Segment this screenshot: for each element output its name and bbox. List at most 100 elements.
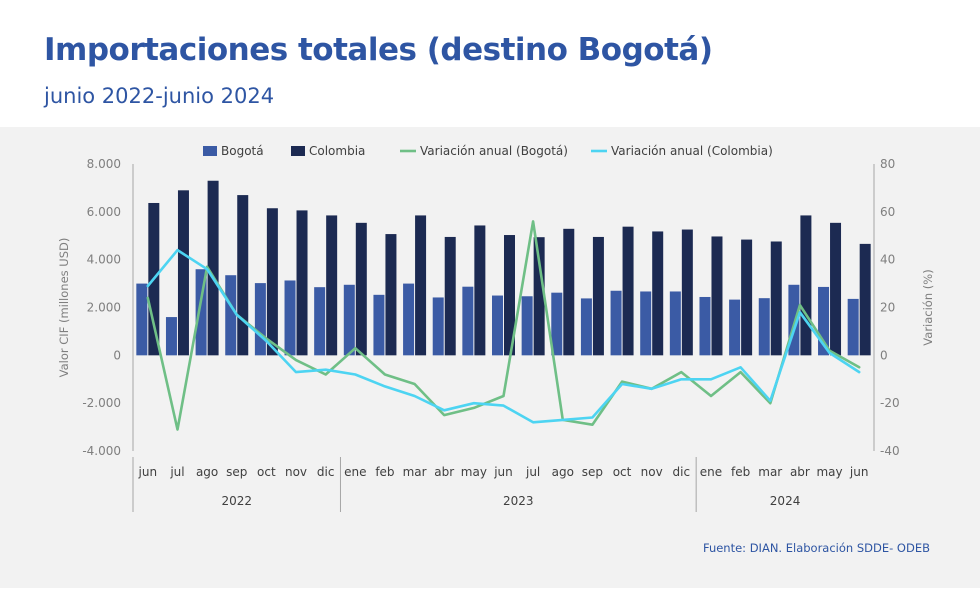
x-tick-label: abr <box>790 465 810 479</box>
legend-bogota-swatch <box>203 146 217 156</box>
y-tick-label: -2.000 <box>82 396 121 410</box>
legend-variacion-colombia-label: Variación anual (Colombia) <box>611 144 773 158</box>
y-tick-label: 6.000 <box>87 205 121 219</box>
bar-colombia <box>504 235 515 356</box>
y-tick-label: 4.000 <box>87 253 121 267</box>
bar-bogota <box>284 280 296 356</box>
x-year-label: 2024 <box>770 494 801 508</box>
legend-variacion-bogota-label: Variación anual (Bogotá) <box>420 144 568 158</box>
y2-tick-label: -40 <box>880 444 900 458</box>
y2-tick-label: 0 <box>880 348 888 362</box>
bar-bogota <box>729 299 741 356</box>
x-tick-label: ene <box>344 465 366 479</box>
bar-bogota <box>492 295 503 356</box>
x-tick-label: feb <box>375 465 394 479</box>
x-tick-label: sep <box>226 465 247 479</box>
x-tick-label: nov <box>641 465 663 479</box>
bar-bogota <box>699 296 711 356</box>
bar-colombia <box>563 228 575 356</box>
y2-tick-label: 80 <box>880 157 895 171</box>
y-axis-title: Valor CIF (millones USD) <box>57 238 71 378</box>
legend-colombia-swatch <box>291 146 305 156</box>
bar-bogota <box>432 297 444 356</box>
bar-bogota <box>136 283 148 356</box>
x-tick-label: oct <box>257 465 276 479</box>
bar-bogota <box>551 292 563 356</box>
x-tick-label: dic <box>317 465 335 479</box>
x-tick-label: nov <box>285 465 307 479</box>
bar-colombia <box>177 190 189 356</box>
y2-tick-label: -20 <box>880 396 900 410</box>
bar-colombia <box>800 215 812 356</box>
x-tick-label: ago <box>196 465 218 479</box>
bar-bogota <box>165 317 177 356</box>
x-tick-label: may <box>816 465 842 479</box>
bar-colombia <box>592 236 604 356</box>
bar-colombia <box>296 210 308 356</box>
bar-colombia <box>474 225 486 356</box>
axes-group: -4.000 -2.000 0 2.000 4.000 6.000 8.000 -40 -20 0… <box>57 157 935 458</box>
bar-colombia <box>681 229 693 356</box>
bar-bogota <box>669 291 681 356</box>
bar-bogota <box>758 298 770 356</box>
x-tick-label: jul <box>525 465 540 479</box>
x-tick-label: mar <box>403 465 427 479</box>
line-variacion-colombia <box>146 248 861 424</box>
y2-tick-label: 60 <box>880 205 895 219</box>
x-tick-label: dic <box>673 465 691 479</box>
x-tick-label: abr <box>434 465 454 479</box>
y-tick-label: -4.000 <box>82 444 121 458</box>
bar-colombia <box>326 215 338 356</box>
x-tick-label: jun <box>138 465 158 479</box>
bar-bogota <box>195 269 207 356</box>
y2-tick-label: 40 <box>880 253 895 267</box>
chart-panel: Bogotá Colombia Variación anual (Bogotá) Va… <box>0 127 980 588</box>
bar-colombia <box>770 241 782 356</box>
bar-bogota <box>373 294 385 356</box>
bar-colombia <box>533 237 545 356</box>
bar-bogota <box>610 290 622 356</box>
y-tick-label: 0 <box>113 348 121 362</box>
bar-bogota <box>314 287 326 356</box>
lines-group <box>146 220 861 431</box>
bar-bogota <box>640 291 652 356</box>
x-tick-label: oct <box>613 465 632 479</box>
x-tick-label: ene <box>700 465 722 479</box>
bar-bogota <box>343 284 355 356</box>
bar-colombia <box>859 243 871 356</box>
page-subtitle: junio 2022-junio 2024 <box>44 84 275 108</box>
bar-colombia <box>237 195 249 356</box>
x-tick-label: ago <box>552 465 574 479</box>
bar-colombia <box>207 180 219 356</box>
x-year-label: 2022 <box>221 494 252 508</box>
bar-bogota <box>521 296 533 356</box>
bar-colombia <box>622 226 634 356</box>
x-tick-label: jun <box>493 465 513 479</box>
bar-colombia <box>741 239 753 356</box>
y2-tick-label: 20 <box>880 301 895 315</box>
bar-bogota <box>580 298 592 356</box>
bar-bogota <box>462 286 474 356</box>
page-title: Importaciones totales (destino Bogotá) <box>44 32 713 68</box>
bar-bogota <box>818 286 830 356</box>
x-tick-label: sep <box>582 465 603 479</box>
imports-chart: Bogotá Colombia Variación anual (Bogotá) Va… <box>57 144 935 512</box>
source-note: Fuente: DIAN. Elaboración SDDE- ODEB <box>702 541 930 555</box>
bars-group <box>136 180 871 356</box>
bar-colombia <box>266 208 278 356</box>
x-tick-label: jun <box>849 465 869 479</box>
legend-colombia-label: Colombia <box>309 144 365 158</box>
legend-bogota-label: Bogotá <box>221 144 264 158</box>
bar-bogota <box>788 284 800 356</box>
bar-colombia <box>652 231 664 356</box>
bar-colombia <box>830 222 842 356</box>
x-tick-label: feb <box>731 465 750 479</box>
x-axis: jun jul ago sep oct nov dic ene feb mar abr may jun j… <box>132 457 869 512</box>
x-tick-label: may <box>461 465 487 479</box>
bar-colombia <box>385 234 397 356</box>
x-tick-label: mar <box>758 465 782 479</box>
bar-colombia <box>415 215 427 356</box>
bar-colombia <box>444 236 456 356</box>
bar-bogota <box>847 298 859 356</box>
